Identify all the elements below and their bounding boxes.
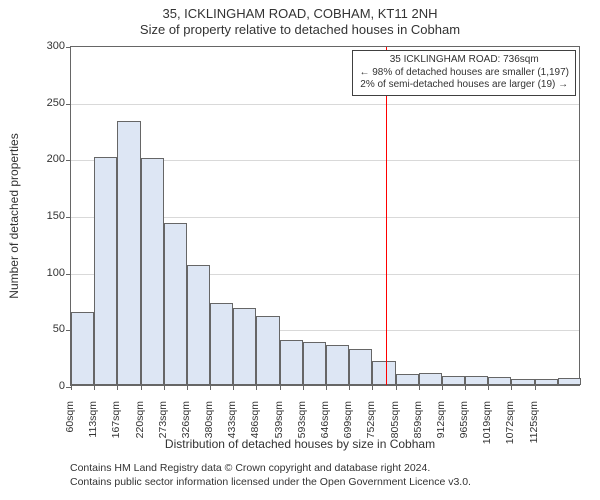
x-tick-mark xyxy=(117,385,118,390)
x-tick-mark xyxy=(465,385,466,390)
attribution-line-1: Contains HM Land Registry data © Crown c… xyxy=(70,461,471,475)
y-tick-label: 150 xyxy=(47,210,65,222)
x-tick-mark xyxy=(349,385,350,390)
y-tick-mark xyxy=(66,274,71,275)
bar xyxy=(465,376,488,385)
reference-line xyxy=(386,47,387,385)
bar xyxy=(94,157,117,385)
bar xyxy=(488,377,511,385)
annotation-box: 35 ICKLINGHAM ROAD: 736sqm ← 98% of deta… xyxy=(352,50,576,96)
bar xyxy=(256,316,279,385)
x-axis-title: Distribution of detached houses by size … xyxy=(0,437,600,451)
y-tick-mark xyxy=(66,160,71,161)
y-tick-label: 0 xyxy=(59,380,65,392)
bar xyxy=(280,340,303,385)
gridline xyxy=(71,104,579,105)
bar xyxy=(372,361,395,385)
y-tick-mark xyxy=(66,104,71,105)
x-tick-mark xyxy=(419,385,420,390)
plot-area: 050100150200250300 60sqm113sqm167sqm220s… xyxy=(70,46,580,386)
titles: 35, ICKLINGHAM ROAD, COBHAM, KT11 2NH Si… xyxy=(0,6,600,37)
bar xyxy=(210,303,233,385)
y-tick-label: 50 xyxy=(53,323,65,335)
bar xyxy=(71,312,94,385)
plot-frame xyxy=(70,46,580,386)
y-tick-label: 100 xyxy=(47,267,65,279)
annotation-line-3: 2% of semi-detached houses are larger (1… xyxy=(359,79,569,92)
x-tick-mark xyxy=(442,385,443,390)
annotation-line-1: 35 ICKLINGHAM ROAD: 736sqm xyxy=(359,54,569,67)
annotation-line-2: ← 98% of detached houses are smaller (1,… xyxy=(359,67,569,80)
x-tick-mark xyxy=(280,385,281,390)
bar xyxy=(164,223,187,385)
bar xyxy=(303,342,326,385)
x-tick-mark xyxy=(187,385,188,390)
y-tick-label: 300 xyxy=(47,40,65,52)
y-tick-label: 250 xyxy=(47,97,65,109)
x-tick-mark xyxy=(372,385,373,390)
bar xyxy=(419,373,442,385)
bar xyxy=(511,379,534,385)
title-line-2: Size of property relative to detached ho… xyxy=(0,22,600,38)
x-tick-mark xyxy=(535,385,536,390)
bar xyxy=(535,379,558,385)
figure: 35, ICKLINGHAM ROAD, COBHAM, KT11 2NH Si… xyxy=(0,0,600,500)
x-tick-mark xyxy=(256,385,257,390)
y-axis-title: Number of detached properties xyxy=(7,133,21,298)
x-tick-mark xyxy=(210,385,211,390)
x-tick-mark xyxy=(164,385,165,390)
x-tick-mark xyxy=(488,385,489,390)
bar xyxy=(442,376,465,385)
y-tick-mark xyxy=(66,47,71,48)
x-tick-mark xyxy=(233,385,234,390)
attribution-line-2: Contains public sector information licen… xyxy=(70,475,471,489)
attribution: Contains HM Land Registry data © Crown c… xyxy=(70,461,471,489)
x-tick-mark xyxy=(303,385,304,390)
x-tick-mark xyxy=(71,385,72,390)
y-tick-label: 200 xyxy=(47,153,65,165)
bar xyxy=(326,345,349,385)
bar xyxy=(233,308,256,385)
y-tick-mark xyxy=(66,217,71,218)
bar xyxy=(141,158,164,385)
x-tick-mark xyxy=(94,385,95,390)
x-tick-mark xyxy=(326,385,327,390)
x-tick-mark xyxy=(396,385,397,390)
x-tick-mark xyxy=(141,385,142,390)
bar xyxy=(396,374,419,385)
title-line-1: 35, ICKLINGHAM ROAD, COBHAM, KT11 2NH xyxy=(0,6,600,22)
bar xyxy=(349,349,372,385)
bar xyxy=(187,265,210,385)
bar xyxy=(117,121,140,385)
bar xyxy=(558,378,581,385)
x-tick-mark xyxy=(511,385,512,390)
